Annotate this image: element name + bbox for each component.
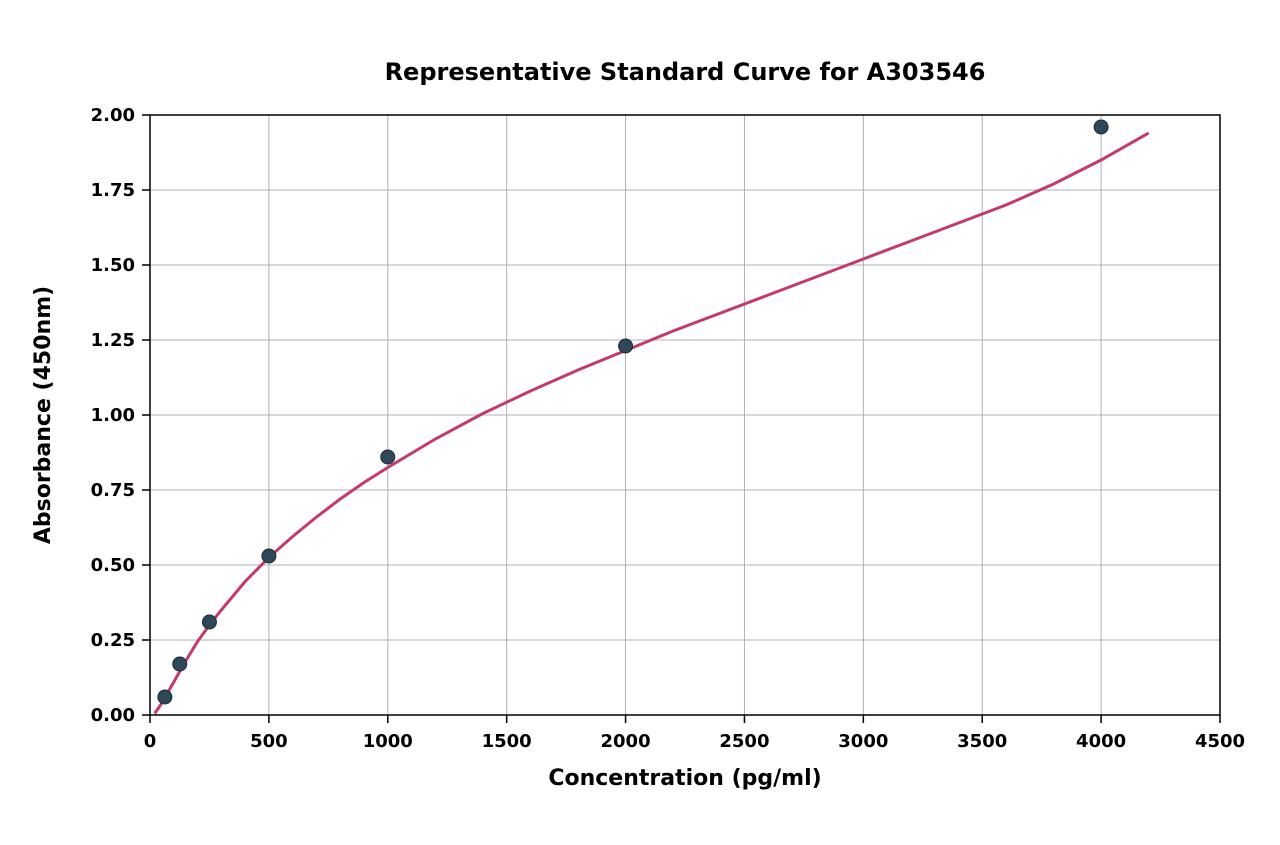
x-tick-label: 0: [144, 731, 157, 752]
y-tick-label: 0.25: [91, 630, 135, 651]
x-tick-label: 500: [250, 731, 288, 752]
x-tick-label: 1500: [482, 731, 532, 752]
y-tick-label: 2.00: [91, 105, 135, 126]
y-tick-label: 1.50: [91, 255, 135, 276]
x-tick-labels: 0 500 1000 1500 2000 2500 3000 3500 4000 4500: [144, 731, 1245, 752]
data-point: [1094, 120, 1108, 134]
x-tick-label: 3000: [838, 731, 888, 752]
data-points: [158, 120, 1108, 704]
standard-curve-chart: Representative Standard Curve for A30354…: [0, 0, 1280, 845]
x-tick-label: 3500: [957, 731, 1007, 752]
x-axis-label: Concentration (pg/ml): [548, 766, 821, 791]
y-tick-label: 0.50: [91, 555, 135, 576]
x-tick-label: 2000: [601, 731, 651, 752]
data-point: [381, 450, 395, 464]
x-tick-label: 2500: [719, 731, 769, 752]
data-point: [158, 690, 172, 704]
y-axis-label: Absorbance (450nm): [31, 286, 56, 544]
y-tick-label: 1.00: [91, 405, 135, 426]
data-point: [262, 549, 276, 563]
data-point: [619, 339, 633, 353]
y-tick-label: 0.00: [91, 705, 135, 726]
grid-lines: [150, 115, 1220, 715]
y-tick-label: 1.25: [91, 330, 135, 351]
data-point: [173, 657, 187, 671]
fitted-curve: [155, 133, 1149, 714]
y-tick-label: 1.75: [91, 180, 135, 201]
plot-area: [142, 115, 1220, 723]
chart-container: Representative Standard Curve for A30354…: [0, 0, 1280, 845]
y-tick-label: 0.75: [91, 480, 135, 501]
x-tick-label: 4000: [1076, 731, 1126, 752]
y-tick-labels: 0.00 0.25 0.50 0.75 1.00 1.25 1.50 1.75 2.00: [91, 105, 135, 726]
x-tick-label: 4500: [1195, 731, 1245, 752]
data-point: [202, 615, 216, 629]
chart-title: Representative Standard Curve for A30354…: [385, 58, 986, 86]
tick-marks: [142, 115, 1220, 723]
x-tick-label: 1000: [363, 731, 413, 752]
